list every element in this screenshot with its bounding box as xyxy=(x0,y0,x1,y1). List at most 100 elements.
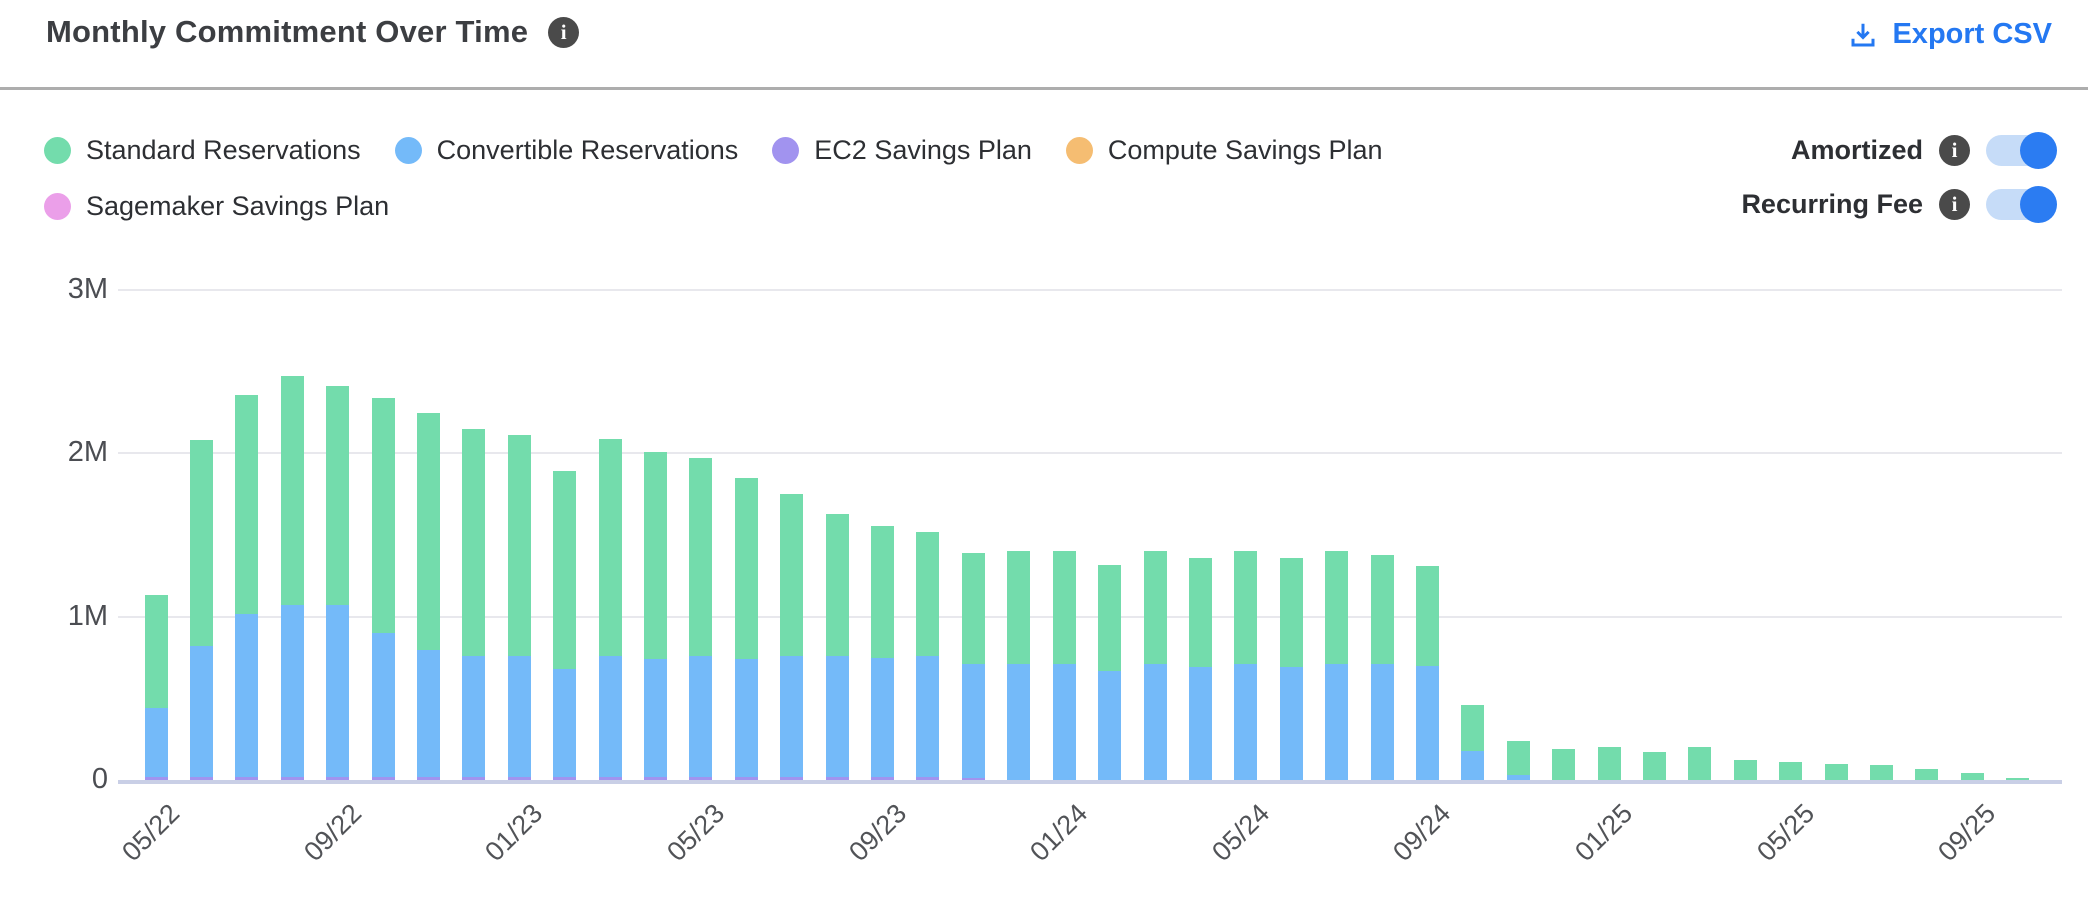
bar-segment[interactable] xyxy=(145,708,168,777)
bar-segment[interactable] xyxy=(871,526,894,658)
bar-segment[interactable] xyxy=(962,553,985,664)
bar-segment[interactable] xyxy=(462,429,485,656)
bar-segment[interactable] xyxy=(1234,664,1257,780)
bar-segment[interactable] xyxy=(1825,764,1848,780)
bar-segment[interactable] xyxy=(826,514,849,656)
bar-segment[interactable] xyxy=(1507,775,1530,780)
legend-item[interactable]: Sagemaker Savings Plan xyxy=(44,186,389,226)
bar-segment[interactable] xyxy=(1098,565,1121,671)
bar-segment[interactable] xyxy=(962,778,985,780)
legend-item[interactable]: EC2 Savings Plan xyxy=(772,130,1032,170)
bar-segment[interactable] xyxy=(1189,667,1212,780)
bar-segment[interactable] xyxy=(689,656,712,777)
bar-segment[interactable] xyxy=(644,777,667,780)
bar-segment[interactable] xyxy=(372,398,395,633)
bar-segment[interactable] xyxy=(235,777,258,780)
info-icon[interactable] xyxy=(548,16,580,48)
bar-segment[interactable] xyxy=(644,452,667,659)
bar-segment[interactable] xyxy=(735,478,758,659)
bar-segment[interactable] xyxy=(1371,664,1394,780)
bar-segment[interactable] xyxy=(1416,566,1439,666)
bar-segment[interactable] xyxy=(1779,762,1802,780)
bar-segment[interactable] xyxy=(871,658,894,777)
bar-segment[interactable] xyxy=(599,439,622,656)
bar-segment[interactable] xyxy=(780,656,803,777)
bar-segment[interactable] xyxy=(1461,751,1484,780)
bar-segment[interactable] xyxy=(1961,773,1984,780)
bar-segment[interactable] xyxy=(962,664,985,778)
bar-segment[interactable] xyxy=(1598,747,1621,780)
bar-segment[interactable] xyxy=(1053,664,1076,780)
bar-segment[interactable] xyxy=(644,659,667,777)
amortized-toggle[interactable] xyxy=(1986,131,2057,169)
bar-segment[interactable] xyxy=(508,435,531,656)
bar-segment[interactable] xyxy=(1552,749,1575,780)
bar-segment[interactable] xyxy=(916,777,939,780)
bar-segment[interactable] xyxy=(235,395,258,614)
bar-segment[interactable] xyxy=(599,656,622,777)
bar-segment[interactable] xyxy=(1144,551,1167,664)
legend-item[interactable]: Compute Savings Plan xyxy=(1065,130,1383,170)
bar-segment[interactable] xyxy=(599,777,622,780)
bar-segment[interactable] xyxy=(1144,664,1167,780)
bar-segment[interactable] xyxy=(417,777,440,780)
bar-segment[interactable] xyxy=(916,532,939,656)
bar-segment[interactable] xyxy=(190,777,213,780)
bar-segment[interactable] xyxy=(689,777,712,780)
bar-segment[interactable] xyxy=(326,386,349,605)
bar-segment[interactable] xyxy=(2006,778,2029,780)
bar-segment[interactable] xyxy=(1325,551,1348,664)
bar-segment[interactable] xyxy=(235,614,258,777)
bar-segment[interactable] xyxy=(372,633,395,777)
bar-segment[interactable] xyxy=(1325,664,1348,780)
bar-segment[interactable] xyxy=(553,669,576,777)
bar-segment[interactable] xyxy=(326,777,349,780)
bar-segment[interactable] xyxy=(780,777,803,780)
bar-segment[interactable] xyxy=(462,777,485,780)
bar-segment[interactable] xyxy=(826,777,849,780)
bar-segment[interactable] xyxy=(1098,671,1121,780)
bar-segment[interactable] xyxy=(508,656,531,777)
bar-segment[interactable] xyxy=(508,777,531,780)
bar-segment[interactable] xyxy=(1280,667,1303,780)
bar-segment[interactable] xyxy=(281,777,304,780)
bar-segment[interactable] xyxy=(1371,555,1394,664)
bar-segment[interactable] xyxy=(735,777,758,780)
bar-segment[interactable] xyxy=(1734,760,1757,780)
bar-segment[interactable] xyxy=(1915,769,1938,780)
bar-segment[interactable] xyxy=(1461,705,1484,751)
bar-segment[interactable] xyxy=(735,659,758,777)
bar-segment[interactable] xyxy=(1280,558,1303,667)
bar-segment[interactable] xyxy=(1643,752,1666,780)
bar-segment[interactable] xyxy=(145,777,168,780)
legend-item[interactable]: Convertible Reservations xyxy=(394,130,738,170)
bar-segment[interactable] xyxy=(1234,551,1257,664)
bar-segment[interactable] xyxy=(1416,666,1439,780)
bar-segment[interactable] xyxy=(1053,551,1076,664)
bar-segment[interactable] xyxy=(689,458,712,656)
bar-segment[interactable] xyxy=(462,656,485,777)
info-icon[interactable] xyxy=(1939,188,1970,220)
bar-segment[interactable] xyxy=(372,777,395,780)
info-icon[interactable] xyxy=(1939,134,1970,166)
bar-segment[interactable] xyxy=(1007,664,1030,780)
bar-segment[interactable] xyxy=(190,440,213,646)
bar-segment[interactable] xyxy=(281,605,304,777)
bar-segment[interactable] xyxy=(1688,747,1711,780)
legend-item[interactable]: Standard Reservations xyxy=(44,130,361,170)
bar-segment[interactable] xyxy=(1870,765,1893,780)
bar-segment[interactable] xyxy=(826,656,849,777)
export-csv-button[interactable]: Export CSV xyxy=(1848,18,2052,51)
bar-segment[interactable] xyxy=(916,656,939,777)
bar-segment[interactable] xyxy=(780,494,803,656)
bar-segment[interactable] xyxy=(1189,558,1212,667)
bar-segment[interactable] xyxy=(871,777,894,780)
bar-segment[interactable] xyxy=(417,650,440,777)
bar-segment[interactable] xyxy=(553,471,576,669)
bar-segment[interactable] xyxy=(326,605,349,777)
bar-segment[interactable] xyxy=(417,413,440,650)
recurring-fee-toggle[interactable] xyxy=(1986,185,2057,223)
bar-segment[interactable] xyxy=(190,646,213,777)
bar-segment[interactable] xyxy=(553,777,576,780)
bar-segment[interactable] xyxy=(1507,741,1530,775)
